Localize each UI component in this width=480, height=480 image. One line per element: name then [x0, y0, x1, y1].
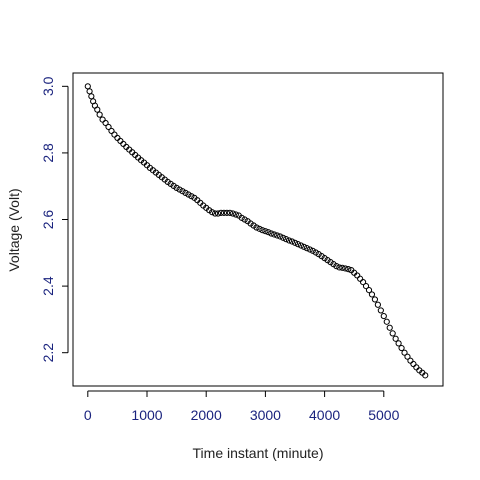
plot-frame	[72, 72, 444, 387]
data-point	[401, 349, 408, 356]
data-point	[253, 224, 260, 231]
y-axis: 2.2 2.4 2.6 2.8 3.0	[40, 76, 69, 363]
data-point	[383, 318, 390, 325]
data-point	[407, 357, 414, 364]
data-point	[173, 184, 180, 191]
x-tick-label: 4000	[309, 407, 340, 423]
data-point	[120, 140, 127, 148]
data-point	[392, 335, 399, 342]
data-point	[223, 209, 231, 216]
data-point	[362, 283, 370, 290]
data-point	[371, 296, 379, 303]
data-point	[229, 210, 236, 217]
x-tick-label: 3000	[250, 407, 281, 423]
data-point	[280, 234, 287, 241]
data-point	[389, 330, 396, 337]
data-point	[217, 209, 225, 216]
data-point	[368, 291, 376, 298]
x-tick-label: 2000	[191, 407, 222, 423]
data-point	[99, 116, 106, 123]
data-point	[176, 186, 183, 193]
data-point	[357, 275, 364, 282]
data-point	[306, 246, 313, 253]
data-point	[226, 209, 233, 216]
data-point	[294, 241, 302, 248]
data-point	[283, 236, 290, 243]
data-point	[84, 83, 91, 90]
x-tick-label: 0	[84, 407, 92, 423]
data-point	[291, 239, 299, 246]
data-point	[262, 228, 269, 235]
data-point	[179, 188, 186, 195]
data-point	[288, 238, 296, 245]
x-tick-label: 5000	[368, 407, 399, 423]
data-point	[114, 134, 121, 142]
data-point	[285, 237, 293, 244]
data-point	[188, 193, 195, 200]
data-point	[111, 131, 118, 138]
x-axis: 0 1000 2000 3000 4000 5000	[84, 390, 400, 423]
y-tick-label: 2.6	[40, 210, 56, 230]
data-point	[413, 364, 420, 371]
data-point	[309, 247, 316, 254]
data-point	[404, 353, 411, 360]
data-point	[339, 264, 346, 271]
data-point	[96, 111, 103, 118]
data-point	[259, 227, 266, 234]
data-point	[86, 88, 93, 95]
data-point	[108, 127, 115, 135]
y-axis-title: Voltage (Volt)	[6, 188, 22, 271]
data-point	[410, 360, 417, 368]
data-point	[395, 340, 402, 347]
data-point	[271, 231, 278, 238]
data-point	[359, 279, 367, 286]
data-point	[238, 214, 245, 221]
data-point	[345, 266, 352, 273]
data-point	[182, 189, 189, 196]
y-tick-label: 2.8	[40, 143, 56, 163]
data-point	[386, 324, 393, 331]
data-point	[232, 211, 239, 218]
data-point	[105, 123, 112, 131]
data-point	[374, 301, 381, 308]
data-point	[300, 243, 307, 250]
data-point	[220, 209, 228, 216]
data-point	[365, 287, 373, 294]
data-point	[380, 312, 387, 320]
data-point	[342, 265, 349, 272]
data-point	[312, 249, 319, 256]
data-point	[265, 229, 272, 236]
data-point	[241, 216, 248, 223]
data-point	[211, 210, 219, 217]
data-point	[336, 264, 343, 271]
data-point	[88, 93, 95, 100]
y-tick-label: 2.4	[40, 276, 56, 296]
y-tick-label: 2.2	[40, 343, 56, 363]
data-point	[102, 119, 109, 127]
y-tick-label: 3.0	[40, 76, 56, 96]
x-tick-label: 1000	[131, 407, 162, 423]
data-points-layer	[84, 83, 429, 379]
data-point	[303, 245, 310, 252]
data-point	[209, 209, 216, 216]
data-point	[377, 307, 384, 314]
data-point	[117, 137, 124, 145]
data-point	[422, 372, 429, 379]
data-point	[256, 225, 263, 232]
data-point	[268, 230, 275, 237]
data-point	[185, 191, 192, 198]
data-point	[274, 232, 281, 239]
data-point	[398, 344, 405, 352]
data-point	[297, 242, 305, 249]
data-point	[277, 233, 284, 240]
data-point	[214, 210, 222, 217]
data-point	[94, 106, 101, 113]
x-axis-title: Time instant (minute)	[193, 445, 324, 461]
data-point	[333, 263, 340, 270]
